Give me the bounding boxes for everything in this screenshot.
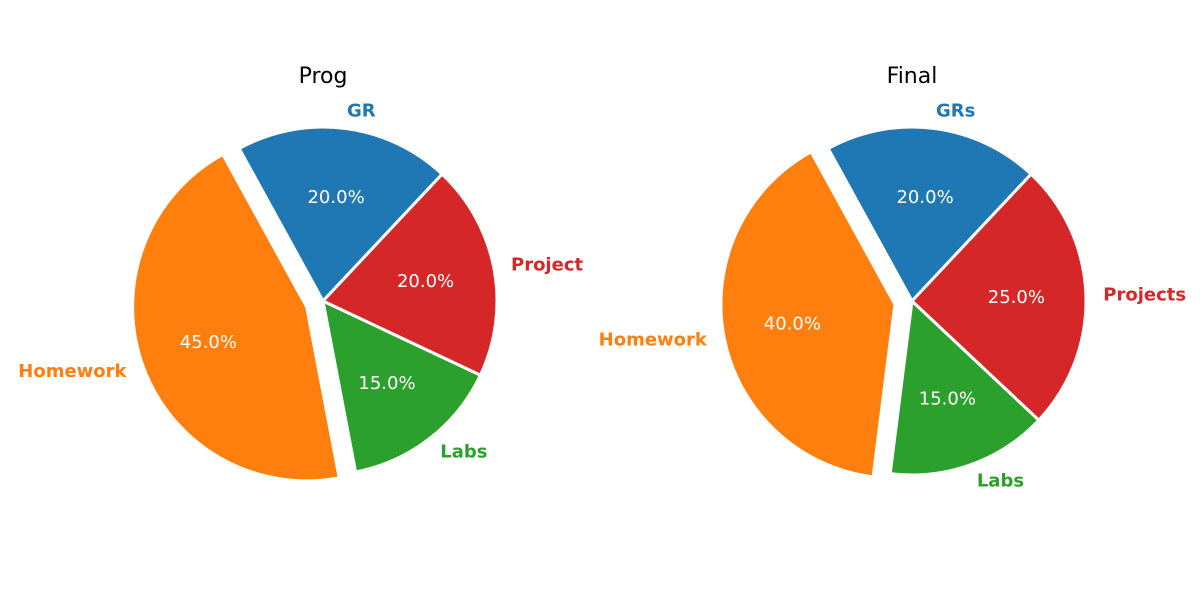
pie-pct-label-final-grs: 20.0%: [896, 187, 953, 208]
chart-title-final: Final: [887, 64, 938, 89]
pie-slice-prog-homework: [131, 152, 341, 483]
pie-pct-label-final-labs: 15.0%: [919, 389, 976, 410]
pie-pct-label-final-projects: 25.0%: [988, 287, 1045, 308]
pie-slice-prog-gr: [237, 125, 444, 303]
pie-pct-label-prog-homework: 45.0%: [180, 332, 237, 353]
pie-category-label-prog-gr: GR: [347, 101, 376, 122]
pie-labels-final: 20.0% GRs 40.0% Homework 15.0% Labs 25.0% Proje…: [599, 101, 1186, 492]
pie-category-label-prog-labs: Labs: [440, 442, 487, 463]
pie-slice-final-projects: [910, 172, 1088, 422]
pie-labels-prog: 20.0% GR 45.0% Homework 15.0% Labs 20.0% Projec…: [18, 101, 583, 463]
pie-pct-label-prog-gr: 20.0%: [307, 187, 364, 208]
pie-pct-label-prog-project: 20.0%: [397, 271, 454, 292]
pie-category-label-final-projects: Projects: [1103, 284, 1186, 305]
pie-category-label-prog-homework: Homework: [18, 361, 127, 382]
pie-slice-prog-labs: [321, 299, 482, 474]
chart-title-prog: Prog: [299, 64, 348, 89]
pie-category-label-final-grs: GRs: [936, 101, 975, 122]
pie-slice-prog-project: [321, 172, 499, 377]
pie-chart-prog: Prog 20.0% GR 45.0% Homework 15.0% Labs 20.0% P…: [18, 64, 583, 483]
pie-slice-final-grs: [826, 125, 1033, 303]
pie-pct-label-prog-labs: 15.0%: [358, 373, 415, 394]
pie-pct-label-final-homework: 40.0%: [764, 313, 821, 334]
pie-slice-final-labs: [888, 299, 1041, 477]
pie-slices-final: [719, 125, 1088, 479]
pie-category-label-final-homework: Homework: [599, 330, 708, 351]
pie-slice-final-homework: [719, 150, 897, 479]
pie-category-label-prog-project: Project: [511, 255, 583, 276]
pie-chart-final: Final 20.0% GRs 40.0% Homework 15.0% Labs 25.0…: [599, 64, 1186, 492]
pie-slices-prog: [131, 125, 499, 483]
pie-category-label-final-labs: Labs: [977, 471, 1024, 492]
